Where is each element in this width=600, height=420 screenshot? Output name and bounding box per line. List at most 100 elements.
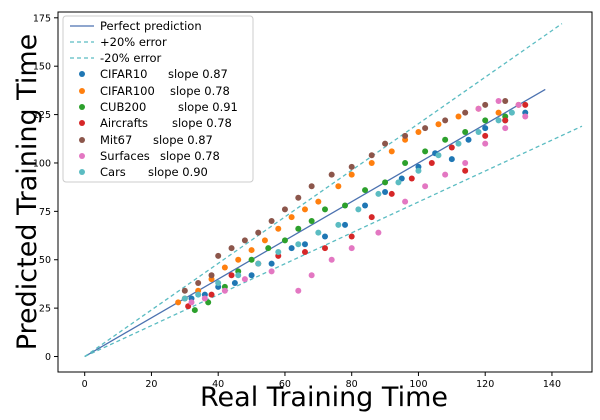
point-surfaces: [502, 125, 509, 132]
plus-20-error-line: [84, 23, 563, 358]
point-mit67: [328, 171, 335, 178]
legend-marker-surfaces: [79, 153, 85, 159]
point-cifar100: [495, 109, 502, 116]
reference-lines: [84, 23, 583, 358]
point-surfaces: [442, 171, 449, 178]
point-cub200: [382, 179, 389, 186]
point-cifar100: [248, 247, 255, 254]
point-cub200: [295, 225, 302, 232]
point-cars: [455, 140, 462, 147]
legend-label-mit67: Mit67: [100, 133, 132, 147]
perfect-prediction-line: [84, 88, 546, 358]
point-cars: [395, 179, 402, 186]
point-aircrafts: [448, 144, 455, 151]
point-cars: [195, 291, 202, 298]
point-cub200: [342, 202, 349, 209]
point-cifar10: [465, 136, 472, 143]
x-tick-label: 40: [212, 379, 224, 390]
legend-marker-cifar100: [79, 88, 85, 94]
legend-slope-cifar100: slope 0.78: [170, 84, 230, 98]
point-cars: [355, 206, 362, 213]
x-tick-label: 0: [82, 379, 88, 390]
y-tick-label: 100: [33, 158, 51, 169]
legend-label-minus20: -20% error: [100, 51, 161, 65]
point-cars: [415, 167, 422, 174]
point-mit67: [255, 229, 262, 236]
y-tick-label: 175: [33, 13, 51, 24]
point-aircrafts: [462, 167, 469, 174]
point-aircrafts: [502, 117, 509, 124]
point-surfaces: [522, 113, 529, 120]
point-cars: [508, 109, 515, 116]
point-surfaces: [422, 183, 429, 190]
point-surfaces: [268, 268, 275, 275]
legend-label-aircrafts: Aircrafts: [100, 116, 148, 130]
point-mit67: [442, 117, 449, 124]
point-mit67: [268, 218, 275, 225]
point-cifar100: [235, 256, 242, 263]
point-aircrafts: [428, 159, 435, 166]
point-cifar100: [335, 183, 342, 190]
point-cars: [315, 229, 322, 236]
legend-label-cifar100: CIFAR100: [100, 84, 155, 98]
point-cifar100: [415, 129, 422, 135]
data-points: [175, 98, 529, 314]
x-tick-label: 100: [409, 379, 427, 390]
legend-label-cub200: CUB200: [100, 100, 146, 114]
point-surfaces: [402, 198, 409, 205]
point-cifar100: [435, 121, 442, 128]
point-cars: [375, 190, 382, 197]
plot-frame: [57, 11, 593, 373]
legend-label-perfect: Perfect prediction: [100, 19, 202, 33]
point-surfaces: [482, 140, 489, 147]
point-cifar10: [301, 241, 308, 248]
point-cars: [235, 272, 242, 279]
legend-marker-cifar10: [79, 71, 85, 77]
point-cifar100: [388, 148, 395, 155]
point-cifar10: [362, 202, 369, 209]
point-cifar10: [482, 125, 489, 132]
point-surfaces: [188, 299, 195, 306]
point-surfaces: [348, 245, 355, 252]
point-aircrafts: [408, 175, 415, 182]
point-mit67: [382, 140, 389, 147]
point-mit67: [181, 287, 188, 294]
legend-slope-cars: slope 0.90: [148, 165, 208, 179]
point-surfaces: [241, 276, 248, 283]
point-cars: [295, 241, 302, 248]
point-cars: [475, 129, 482, 135]
legend-box: [62, 15, 254, 183]
point-cars: [435, 152, 442, 159]
x-tick-label: 120: [476, 379, 494, 390]
y-axis-ticks: 0 25 50 75 100 125 150 175: [33, 13, 58, 363]
point-cars: [255, 260, 262, 267]
point-cifar100: [275, 225, 282, 232]
x-tick-label: 60: [279, 379, 291, 390]
point-cifar100: [301, 206, 308, 213]
point-cars: [181, 295, 188, 302]
point-mit67: [462, 109, 469, 116]
point-cars: [335, 221, 342, 228]
legend-slope-cub200: slope 0.91: [178, 100, 238, 114]
point-cifar10: [382, 189, 389, 195]
point-mit67: [402, 132, 409, 139]
point-cifar10: [268, 260, 275, 267]
point-cub200: [482, 117, 489, 124]
point-surfaces: [495, 98, 502, 105]
point-surfaces: [475, 105, 482, 112]
point-cifar100: [315, 198, 322, 205]
point-mit67: [281, 206, 288, 213]
y-tick-label: 50: [39, 255, 51, 266]
point-aircrafts: [301, 249, 308, 255]
x-tick-label: 80: [346, 379, 358, 390]
point-cub200: [248, 256, 255, 263]
point-mit67: [195, 279, 202, 286]
point-cub200: [442, 136, 449, 143]
point-mit67: [368, 152, 375, 159]
point-surfaces: [375, 229, 382, 236]
point-cifar10: [288, 245, 295, 252]
point-cub200: [362, 187, 369, 194]
legend-slope-cifar10: slope 0.87: [168, 67, 228, 81]
point-aircrafts: [208, 291, 215, 298]
